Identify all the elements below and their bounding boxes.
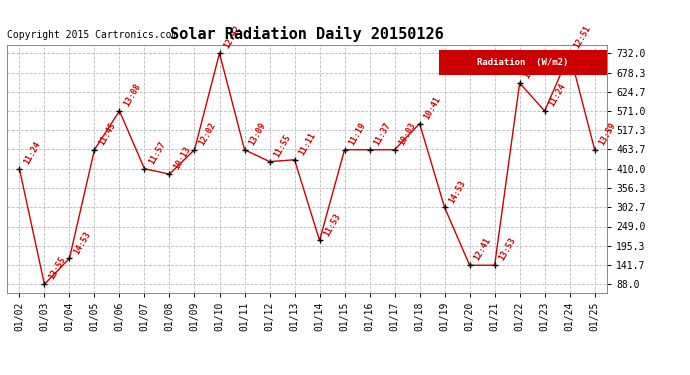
Text: 11:24: 11:24 [547,82,568,108]
Text: 11:55: 11:55 [273,133,293,159]
Text: 12:51: 12:51 [573,24,593,51]
Text: 11:57: 11:57 [147,140,168,166]
Text: 12:42: 12:42 [222,24,243,51]
Text: 13:53: 13:53 [497,236,518,262]
Text: 12:02: 12:02 [197,121,217,147]
Text: 10:41: 10:41 [422,94,443,121]
Text: 14:53: 14:53 [447,178,468,205]
Text: 13:08: 13:08 [122,82,143,108]
Title: Solar Radiation Daily 20150126: Solar Radiation Daily 20150126 [170,27,444,42]
Text: 11:19: 11:19 [347,121,368,147]
Text: 12:41: 12:41 [473,236,493,262]
Text: Copyright 2015 Cartronics.com: Copyright 2015 Cartronics.com [7,30,177,39]
Text: 10:03: 10:03 [397,121,417,147]
Text: 14:53: 14:53 [72,230,92,256]
Text: 11:53: 11:53 [322,211,343,238]
Text: 11:45: 11:45 [97,121,117,147]
Text: 11:24: 11:24 [22,140,43,166]
Text: 13:59: 13:59 [598,121,618,147]
Text: 13:55: 13:55 [47,255,68,282]
Text: 11:11: 11:11 [297,131,317,157]
Text: 11:37: 11:37 [373,121,393,147]
Text: 12:51: 12:51 [522,54,543,80]
Text: 10:13: 10:13 [172,145,193,171]
Text: 13:09: 13:09 [247,121,268,147]
